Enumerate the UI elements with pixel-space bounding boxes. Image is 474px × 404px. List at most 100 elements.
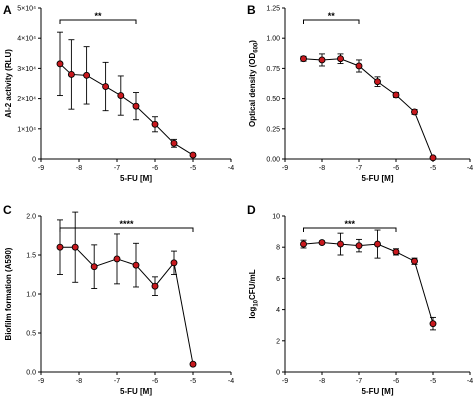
- x-tick-label: -4: [467, 378, 473, 385]
- data-point: [189, 151, 197, 159]
- y-tick-label: 0.50: [266, 96, 280, 103]
- x-tick-label: -7: [356, 165, 362, 172]
- y-tick-label: 1.5: [26, 253, 36, 260]
- data-point: [117, 92, 125, 100]
- y-axis-title: AI-2 activity (RLU): [4, 49, 13, 118]
- x-tick-label: -8: [319, 378, 325, 385]
- y-tick-label: 1.00: [266, 36, 280, 43]
- data-point: [429, 154, 437, 162]
- data-point: [429, 320, 437, 328]
- data-point: [374, 240, 381, 248]
- x-tick-label: -8: [76, 378, 82, 385]
- y-tick-label: 1.25: [266, 6, 280, 13]
- significance-label: ****: [119, 219, 134, 229]
- data-point: [132, 261, 140, 269]
- data-point: [411, 108, 418, 116]
- y-tick-label: 0.25: [266, 126, 280, 133]
- data-point: [71, 243, 79, 251]
- data-point: [67, 70, 75, 78]
- data-point: [337, 55, 344, 63]
- panel-a: A -9 -8 -7 -6 -5 -4 0 1×10⁴ 2×10⁴ 3×10⁴ 4×10⁴ 5×10⁴ 5…: [3, 3, 234, 183]
- y-tick-label: 0.5: [26, 331, 36, 338]
- data-point: [300, 240, 307, 248]
- x-tick-label: -7: [356, 378, 362, 385]
- panel-label: B: [247, 3, 256, 17]
- significance-bracket: [303, 227, 397, 232]
- y-tick-label: 8: [276, 245, 280, 252]
- data-point: [189, 360, 197, 368]
- y-tick-label: 0: [276, 370, 280, 377]
- significance-label: **: [94, 11, 102, 21]
- y-tick-label: 0.00: [266, 157, 280, 164]
- data-point: [56, 60, 64, 68]
- data-point: [170, 139, 178, 147]
- y-tick-label: 10: [272, 214, 280, 221]
- data-point: [318, 239, 326, 246]
- panel-d: D -9 -8 -7 -6 -5 -4 0 2 4 6 8 10 5-FU [M] log10CFU/mL *…: [247, 203, 473, 396]
- panel-b: B -9 -8 -7 -6 -5 -4 0.00 0.25 0.50 0.75 1.00 1.25 5-F…: [247, 3, 473, 183]
- significance-bracket: [59, 19, 137, 24]
- x-tick-label: -5: [190, 165, 196, 172]
- significance-bracket: [303, 19, 360, 24]
- data-point: [318, 56, 326, 64]
- x-tick-label: -4: [228, 378, 234, 385]
- x-tick-label: -9: [282, 165, 288, 172]
- x-tick-label: -9: [282, 378, 288, 385]
- y-axis-title: log10CFU/mL: [248, 269, 260, 318]
- y-tick-label: 0.0: [26, 370, 36, 377]
- series-line: [303, 242, 434, 324]
- x-tick-label: -8: [319, 165, 325, 172]
- data-point: [170, 259, 178, 267]
- x-axis-title: 5-FU [M]: [120, 387, 152, 396]
- y-tick-label: 0: [32, 157, 36, 164]
- x-tick-label: -6: [152, 165, 158, 172]
- series-line: [60, 246, 194, 365]
- data-point: [300, 55, 307, 63]
- x-tick-label: -4: [467, 165, 473, 172]
- x-tick-label: -5: [430, 378, 436, 385]
- y-tick-label: 1×10⁴: [17, 126, 36, 133]
- x-tick-label: -7: [114, 378, 120, 385]
- data-point: [411, 257, 418, 265]
- data-point: [392, 248, 400, 256]
- x-tick-label: -6: [393, 165, 399, 172]
- panel-label: A: [3, 3, 12, 17]
- significance-label: **: [328, 11, 336, 21]
- y-tick-label: 4×10⁴: [17, 36, 36, 43]
- y-tick-label: 0.75: [266, 66, 280, 73]
- data-point: [355, 62, 363, 70]
- x-tick-label: -5: [190, 378, 196, 385]
- y-tick-label: 3×10⁴: [17, 66, 36, 73]
- x-tick-label: -8: [76, 165, 82, 172]
- x-tick-label: -6: [393, 378, 399, 385]
- y-axis-title: Optical density (OD600): [248, 40, 260, 127]
- x-tick-label: -7: [114, 165, 120, 172]
- x-tick-label: -5: [430, 165, 436, 172]
- data-point: [151, 282, 159, 290]
- x-tick-label: -6: [152, 378, 158, 385]
- data-point: [132, 102, 140, 110]
- x-axis-title: 5-FU [M]: [120, 174, 152, 183]
- data-point: [374, 78, 381, 86]
- data-point: [102, 83, 110, 90]
- y-tick-label: 1.0: [26, 292, 36, 299]
- y-tick-label: 6: [276, 276, 280, 283]
- panel-label: D: [247, 203, 256, 217]
- data-point: [83, 71, 91, 79]
- data-point: [113, 255, 121, 263]
- data-point: [56, 243, 64, 251]
- y-tick-label: 2: [276, 338, 280, 345]
- x-tick-label: -4: [228, 165, 234, 172]
- y-tick-label: 2×10⁴: [17, 96, 36, 103]
- data-point: [392, 91, 400, 99]
- data-point: [151, 120, 159, 128]
- x-tick-label: -9: [38, 165, 44, 172]
- y-tick-label: 5×10⁴: [17, 6, 36, 13]
- x-axis-title: 5-FU [M]: [362, 387, 394, 396]
- panel-label: C: [3, 203, 12, 217]
- data-point: [355, 242, 363, 250]
- significance-label: ***: [344, 219, 355, 229]
- x-tick-label: -9: [38, 378, 44, 385]
- data-point: [337, 240, 344, 248]
